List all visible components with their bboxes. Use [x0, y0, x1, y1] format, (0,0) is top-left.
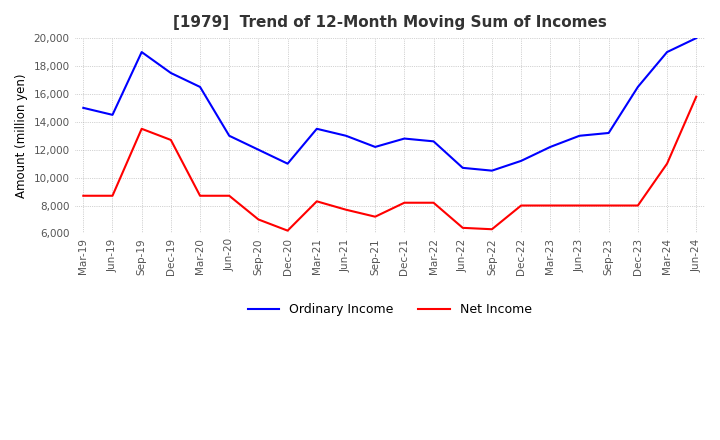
Ordinary Income [429, 139, 438, 144]
Net Income [283, 228, 292, 233]
Y-axis label: Amount (million yen): Amount (million yen) [15, 73, 28, 198]
Net Income [517, 203, 526, 208]
Net Income [575, 203, 584, 208]
Ordinary Income [225, 133, 233, 139]
Net Income [166, 137, 175, 143]
Net Income [400, 200, 409, 205]
Line: Net Income: Net Income [84, 97, 696, 231]
Title: [1979]  Trend of 12-Month Moving Sum of Incomes: [1979] Trend of 12-Month Moving Sum of I… [173, 15, 607, 30]
Ordinary Income [166, 70, 175, 76]
Ordinary Income [459, 165, 467, 170]
Ordinary Income [546, 144, 554, 150]
Net Income [459, 225, 467, 231]
Ordinary Income [342, 133, 351, 139]
Ordinary Income [634, 84, 642, 90]
Net Income [634, 203, 642, 208]
Net Income [254, 217, 263, 222]
Ordinary Income [575, 133, 584, 139]
Line: Ordinary Income: Ordinary Income [84, 38, 696, 171]
Net Income [342, 207, 351, 213]
Ordinary Income [254, 147, 263, 152]
Net Income [79, 193, 88, 198]
Ordinary Income [371, 144, 379, 150]
Net Income [692, 94, 701, 99]
Net Income [312, 199, 321, 204]
Ordinary Income [283, 161, 292, 166]
Ordinary Income [692, 36, 701, 41]
Ordinary Income [108, 112, 117, 117]
Net Income [429, 200, 438, 205]
Net Income [108, 193, 117, 198]
Net Income [196, 193, 204, 198]
Net Income [546, 203, 554, 208]
Legend: Ordinary Income, Net Income: Ordinary Income, Net Income [243, 298, 536, 321]
Net Income [662, 161, 671, 166]
Ordinary Income [312, 126, 321, 132]
Ordinary Income [400, 136, 409, 141]
Ordinary Income [662, 49, 671, 55]
Ordinary Income [138, 49, 146, 55]
Ordinary Income [79, 105, 88, 110]
Net Income [487, 227, 496, 232]
Net Income [604, 203, 613, 208]
Ordinary Income [604, 130, 613, 136]
Net Income [225, 193, 233, 198]
Net Income [371, 214, 379, 219]
Ordinary Income [196, 84, 204, 90]
Ordinary Income [487, 168, 496, 173]
Net Income [138, 126, 146, 132]
Ordinary Income [517, 158, 526, 164]
